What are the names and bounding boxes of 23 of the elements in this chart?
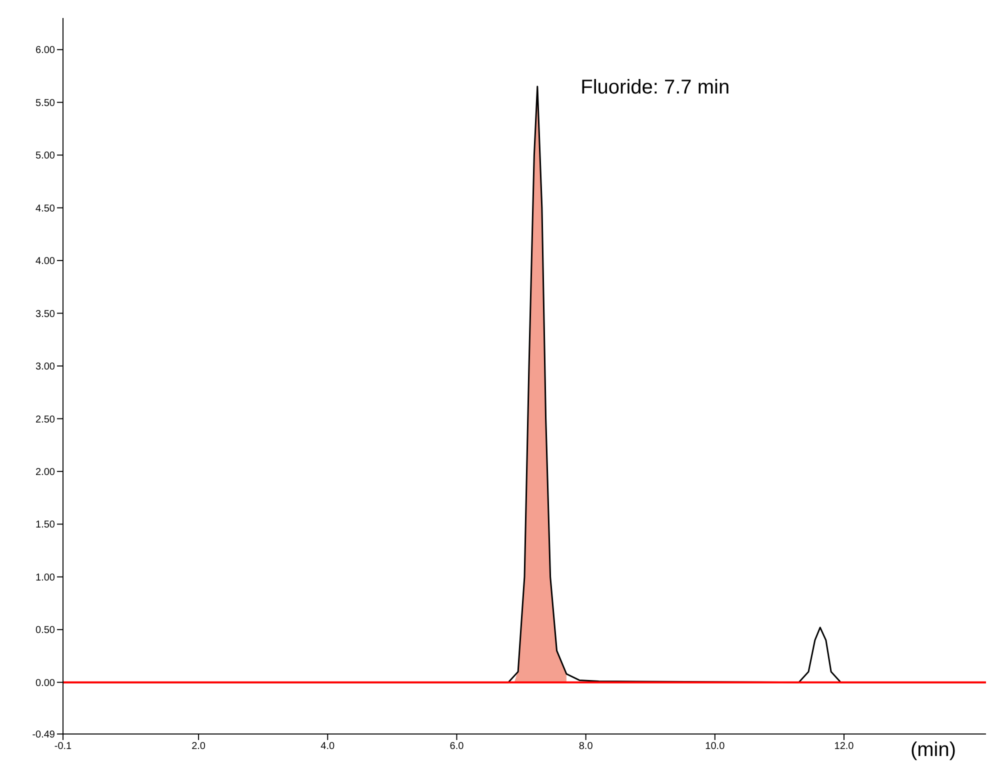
- x-tick-label: 2.0: [192, 741, 206, 752]
- y-tick-label: 5.00: [36, 150, 56, 162]
- y-tick-label: 4.00: [36, 256, 56, 268]
- y-tick-label: 1.00: [36, 572, 56, 584]
- y-tick-label: 0.50: [36, 625, 56, 636]
- y-tick-label: -0.49: [32, 730, 56, 741]
- x-tick-label: 8.0: [578, 741, 594, 752]
- y-tick-label: 0.00: [36, 678, 56, 689]
- x-tick-label: 6.0: [450, 741, 464, 752]
- x-tick-label: 10.0: [705, 741, 726, 752]
- y-tick-label: 4.50: [36, 203, 56, 214]
- x-tick-label: 12.0: [834, 741, 854, 752]
- y-tick-label: 2.50: [36, 414, 56, 426]
- y-tick-label: 5.50: [36, 98, 56, 109]
- x-tick-label: -0.1: [54, 741, 72, 752]
- x-axis-title: (min): [910, 739, 956, 762]
- y-tick-label: 3.50: [36, 308, 56, 320]
- annotation: Fluoride: 7.7 min: [580, 76, 730, 99]
- y-tick-label: 1.50: [36, 520, 56, 531]
- x-tick-label: 4.0: [320, 741, 336, 752]
- y-tick-label: 6.00: [36, 45, 56, 56]
- y-tick-label: 2.00: [36, 466, 56, 478]
- y-tick-label: 3.00: [36, 362, 56, 373]
